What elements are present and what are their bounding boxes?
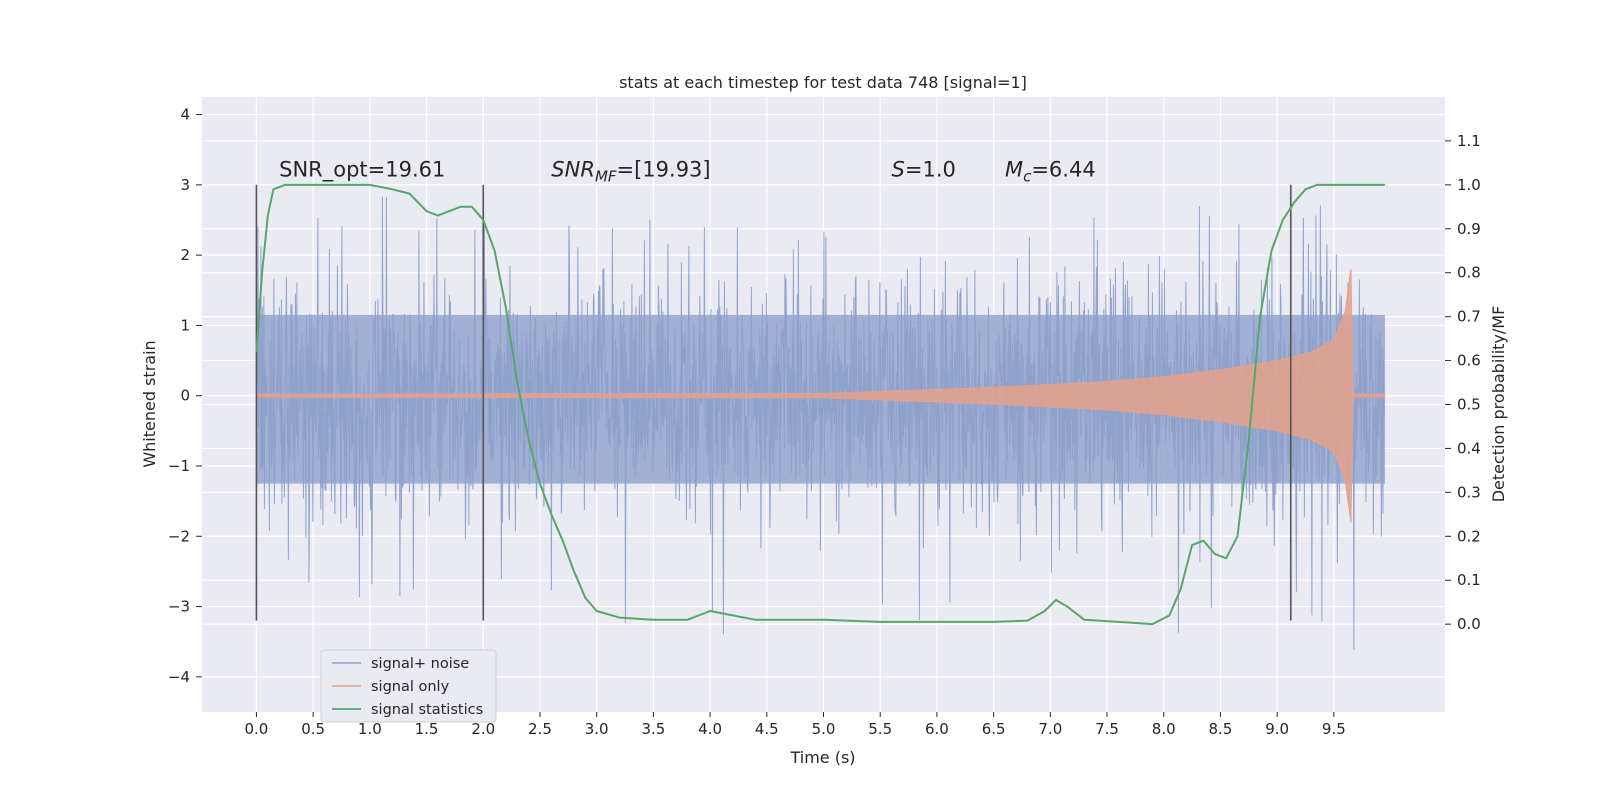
- x-tick-label: 3.0: [585, 720, 609, 738]
- y2-tick-label: 0.8: [1457, 264, 1481, 282]
- x-tick-label: 2.0: [471, 720, 495, 738]
- y-tick-label: 2: [180, 246, 190, 264]
- annotation-1: SNRMF=[19.93]: [551, 157, 710, 185]
- x-tick-label: 9.0: [1265, 720, 1289, 738]
- series-signal-statistics: [255, 183, 1385, 626]
- y2-axis-label: Detection probability/MF: [1489, 306, 1508, 503]
- legend-label-stats: signal statistics: [371, 702, 483, 718]
- y-tick-label: −2: [168, 527, 190, 545]
- y2-tick-label: 0.1: [1457, 571, 1481, 589]
- x-tick-label: 9.5: [1322, 720, 1346, 738]
- y-tick-label: −3: [168, 598, 190, 616]
- x-tick-label: 4.0: [698, 720, 722, 738]
- legend: signal+ noise signal only signal statist…: [320, 649, 497, 723]
- y2-tick-label: 0.7: [1457, 308, 1481, 326]
- signal-only-line: [255, 269, 1386, 523]
- y2-tick-label: 0.4: [1457, 439, 1481, 457]
- legend-label-noise: signal+ noise: [371, 656, 469, 672]
- x-tick-label: 8.0: [1152, 720, 1176, 738]
- series-signal-only: [255, 269, 1386, 523]
- x-tick-label: 8.5: [1209, 720, 1233, 738]
- y2-tick-label: 0.9: [1457, 220, 1481, 238]
- y2-tick-label: 0.5: [1457, 396, 1481, 414]
- y-axis-label: Whitened strain: [140, 340, 159, 467]
- x-axis-label: Time (s): [789, 748, 855, 767]
- legend-label-signal: signal only: [371, 679, 450, 695]
- x-tick-label: 0.5: [301, 720, 325, 738]
- x-tick-label: 4.5: [755, 720, 779, 738]
- y-tick-label: 4: [180, 106, 190, 124]
- ticks: 0.0 0.5 1.0 1.5 2.0 2.5 3.0 3.5 4.0 4.5 5.0 5.5 6.0 6…: [168, 106, 1481, 738]
- x-tick-label: 7.0: [1038, 720, 1062, 738]
- y-tick-label: 3: [180, 176, 190, 194]
- y2-tick-label: 0.6: [1457, 352, 1481, 370]
- x-tick-label: 0.0: [245, 720, 269, 738]
- signal-statistics-line: [255, 183, 1385, 626]
- x-tick-label: 1.5: [415, 720, 439, 738]
- x-tick-label: 6.0: [925, 720, 949, 738]
- x-tick-label: 2.5: [528, 720, 552, 738]
- vertical-markers: [255, 184, 1292, 621]
- annotation-0: SNR_opt=19.61: [279, 157, 445, 182]
- x-tick-label: 1.0: [358, 720, 382, 738]
- y2-tick-label: 0.3: [1457, 483, 1481, 501]
- annotations: SNR_opt=19.61 SNRMF=[19.93] S=1.0 Mc=6.44: [279, 157, 1096, 185]
- x-tick-label: 3.5: [641, 720, 665, 738]
- y2-tick-label: 1.0: [1457, 176, 1481, 194]
- legend-box: [320, 649, 497, 723]
- x-tick-label: 5.5: [868, 720, 892, 738]
- annotation-2: S=1.0: [892, 157, 956, 181]
- y-tick-label: 1: [180, 316, 190, 334]
- annotation-3: Mc=6.44: [1005, 157, 1096, 185]
- x-tick-label: 7.5: [1095, 720, 1119, 738]
- y2-tick-label: 0.0: [1457, 615, 1481, 633]
- x-tick-label: 6.5: [982, 720, 1006, 738]
- chart-title: stats at each timestep for test data 748…: [619, 73, 1027, 92]
- y-tick-label: −4: [168, 668, 190, 686]
- y-tick-label: 0: [180, 387, 190, 405]
- y2-tick-label: 0.2: [1457, 527, 1481, 545]
- y2-tick-label: 1.1: [1457, 132, 1481, 150]
- x-tick-label: 5.0: [812, 720, 836, 738]
- y-tick-label: −1: [168, 457, 190, 475]
